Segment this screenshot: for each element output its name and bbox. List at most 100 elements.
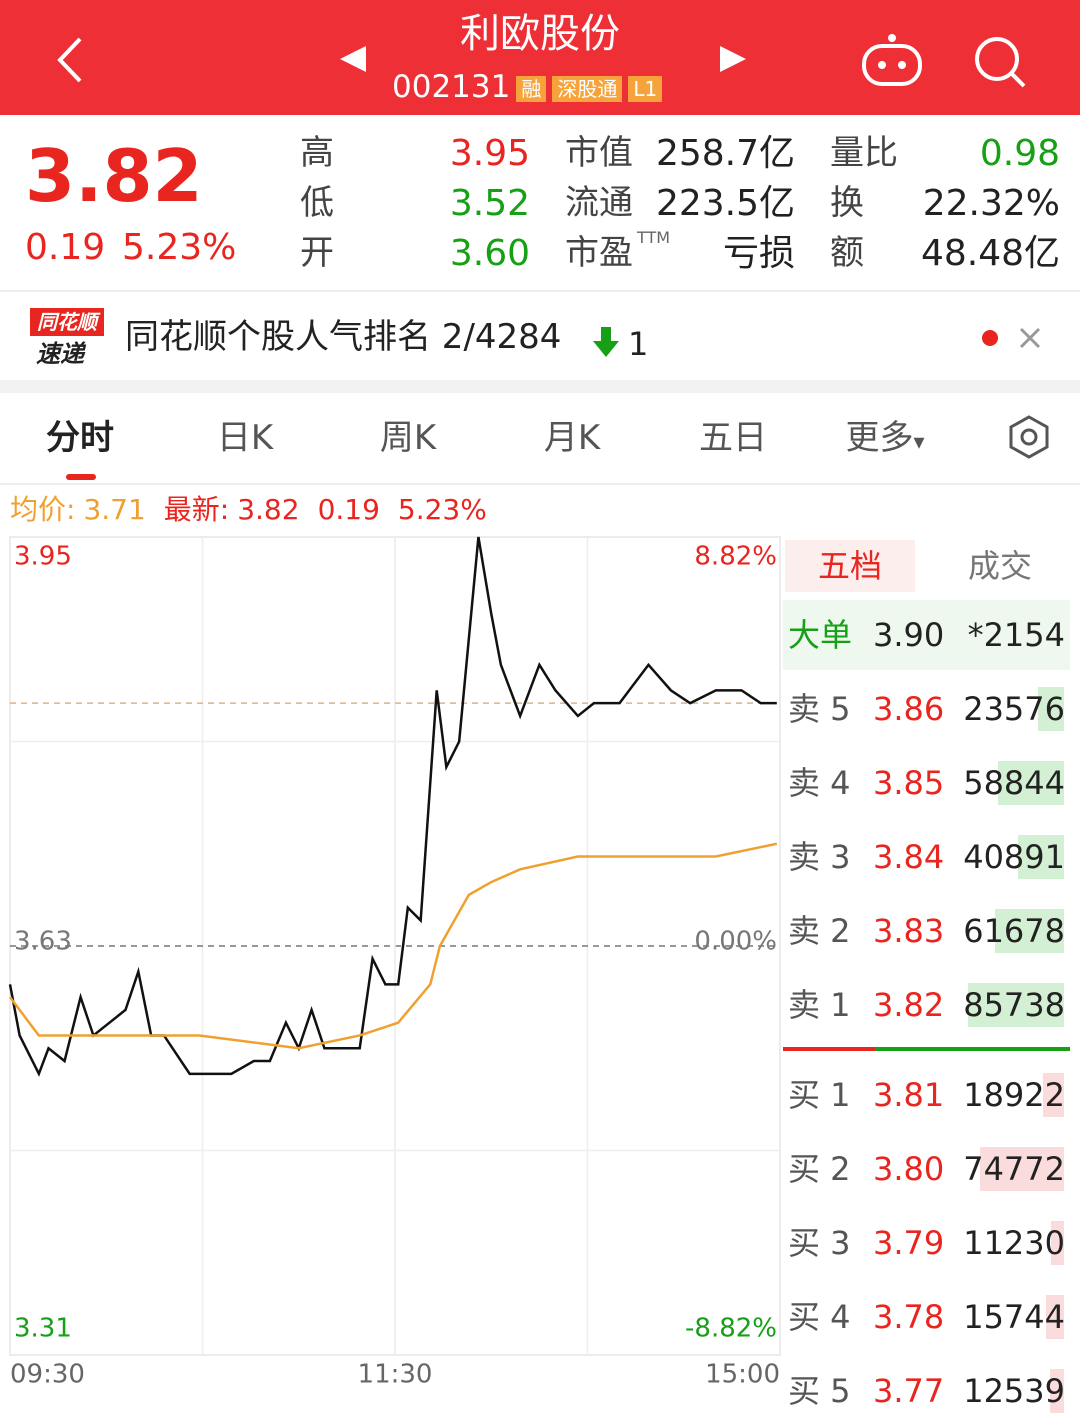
banner-text[interactable]: 同花顺个股人气排名 2/4284	[125, 317, 562, 357]
y-tick-label: 3.31	[14, 1314, 72, 1344]
level-label: 卖 3	[788, 838, 851, 876]
level-volume: 40891	[963, 838, 1065, 876]
y2-tick-label: -8.82%	[685, 1314, 777, 1344]
level-volume: 12539	[963, 1372, 1065, 1410]
stat-value: 3.95	[449, 133, 530, 174]
intraday-chart: 3.31 3.63 3.95 -8.82% 0.00% 8.82% 09:30 11:30 15…	[8, 536, 781, 1390]
level-price: 3.77	[873, 1372, 945, 1410]
chart-tab[interactable]: 月K	[543, 418, 601, 458]
level-label: 买 5	[788, 1372, 851, 1410]
level-volume: 15744	[963, 1298, 1065, 1336]
level-volume: 74772	[963, 1150, 1065, 1188]
stat-value: 3.52	[449, 183, 530, 224]
x-tick-label: 11:30	[358, 1360, 433, 1390]
level-label: 卖 4	[788, 764, 851, 802]
info-line: 均价: 3.71 最新: 3.82 0.19 5.23%	[10, 496, 487, 524]
volume-bar	[998, 761, 1064, 805]
stock-code: 002131	[392, 69, 511, 105]
level-price: 3.79	[873, 1224, 945, 1262]
stat-label: 流通	[565, 183, 633, 223]
level-label: 买 3	[788, 1224, 851, 1262]
divider	[0, 483, 1080, 485]
tab-underline	[66, 474, 96, 480]
stat-value: 223.5亿	[655, 183, 795, 224]
x-tick-label: 15:00	[705, 1360, 780, 1390]
y2-tick-label: 0.00%	[694, 927, 777, 957]
close-banner[interactable]	[1018, 326, 1042, 350]
divider	[0, 290, 1080, 292]
stat-label: 量比	[830, 133, 898, 173]
big-order-bg	[783, 600, 1070, 670]
level-price: 3.83	[873, 912, 945, 950]
stock-name: 利欧股份	[460, 11, 620, 57]
chart-tab[interactable]: 周K	[379, 418, 437, 458]
level-price: 3.86	[873, 690, 945, 728]
level-price: 3.81	[873, 1076, 945, 1114]
latest-change: 0.19	[317, 493, 380, 526]
book-tab[interactable]: 成交	[967, 547, 1033, 585]
volume-bar	[1051, 1221, 1064, 1265]
level-label: 买 1	[788, 1076, 851, 1114]
stat-sup: TTM	[637, 228, 671, 247]
back-button[interactable]	[50, 35, 90, 85]
y2-tick-label: 8.82%	[694, 542, 777, 572]
tags: 融深股通 L1	[510, 69, 663, 105]
avg-price-line	[9, 842, 778, 1050]
level-price: 3.80	[873, 1150, 945, 1188]
stock-code-row: 002131 融深股通 L1	[392, 69, 663, 105]
settings-icon[interactable]	[1006, 414, 1052, 460]
chart-tab[interactable]: 分时	[46, 418, 114, 458]
volume-bar	[968, 983, 1064, 1027]
stat-label: 换	[830, 183, 864, 223]
level-volume: 61678	[963, 912, 1065, 950]
chart-tab[interactable]: 日K	[216, 418, 274, 458]
big-order-price: 3.90	[873, 616, 945, 654]
latest-change-pct: 5.23%	[397, 493, 487, 526]
stat-label: 低	[300, 183, 334, 223]
stat-label: 市值	[565, 133, 633, 173]
prev-stock[interactable]	[338, 44, 368, 74]
level-label: 卖 5	[788, 690, 851, 728]
section-gap	[0, 380, 1080, 393]
avg-price: 3.71	[83, 493, 146, 526]
latest-price: 3.82	[237, 493, 300, 526]
red-dot	[982, 330, 998, 346]
level-label: 买 2	[788, 1150, 851, 1188]
level-volume: 18922	[963, 1076, 1065, 1114]
last-price: 3.82	[25, 134, 203, 218]
stat-label: 市盈	[565, 233, 633, 273]
avg-label: 均价:	[10, 493, 76, 526]
next-stock[interactable]	[718, 44, 748, 74]
robot-icon[interactable]	[860, 32, 924, 88]
level-volume: 11230	[963, 1224, 1065, 1262]
level-price: 3.84	[873, 838, 945, 876]
volume-bar	[1046, 1295, 1064, 1339]
stat-value: 3.60	[449, 233, 530, 274]
level-volume: 85738	[963, 986, 1065, 1024]
y-tick-label: 3.63	[14, 927, 72, 957]
tab-bg	[785, 540, 915, 592]
book-divider-green	[875, 1047, 1070, 1051]
dropdown-caret: ▾	[913, 430, 925, 455]
rank-down-arrow	[593, 327, 619, 357]
logo-top: 同花顺	[30, 308, 104, 336]
logo-bottom: 速递	[36, 340, 84, 368]
big-order-volume: *2154	[967, 616, 1065, 654]
search-icon[interactable]	[972, 34, 1028, 90]
volume-bar	[1018, 835, 1064, 879]
level-label: 卖 1	[788, 986, 851, 1024]
volume-bar	[1042, 1073, 1064, 1117]
tag: L1	[628, 75, 663, 102]
y-tick-label: 3.95	[14, 542, 72, 572]
tag: 深股通	[552, 75, 623, 102]
chart-tab[interactable]: 五日	[699, 418, 767, 458]
stat-value: 亏损	[722, 233, 795, 274]
level-label: 卖 2	[788, 912, 851, 950]
price-change-pct: 5.23%	[122, 227, 237, 268]
book-tab[interactable]: 五档	[817, 547, 883, 585]
stat-label: 高	[300, 133, 334, 173]
latest-label: 最新:	[163, 493, 230, 526]
price-line	[8, 536, 777, 1077]
chart-tab[interactable]: 更多▾	[845, 418, 925, 458]
header-bar: 利欧股份 002131 融深股通 L1	[0, 0, 1080, 115]
